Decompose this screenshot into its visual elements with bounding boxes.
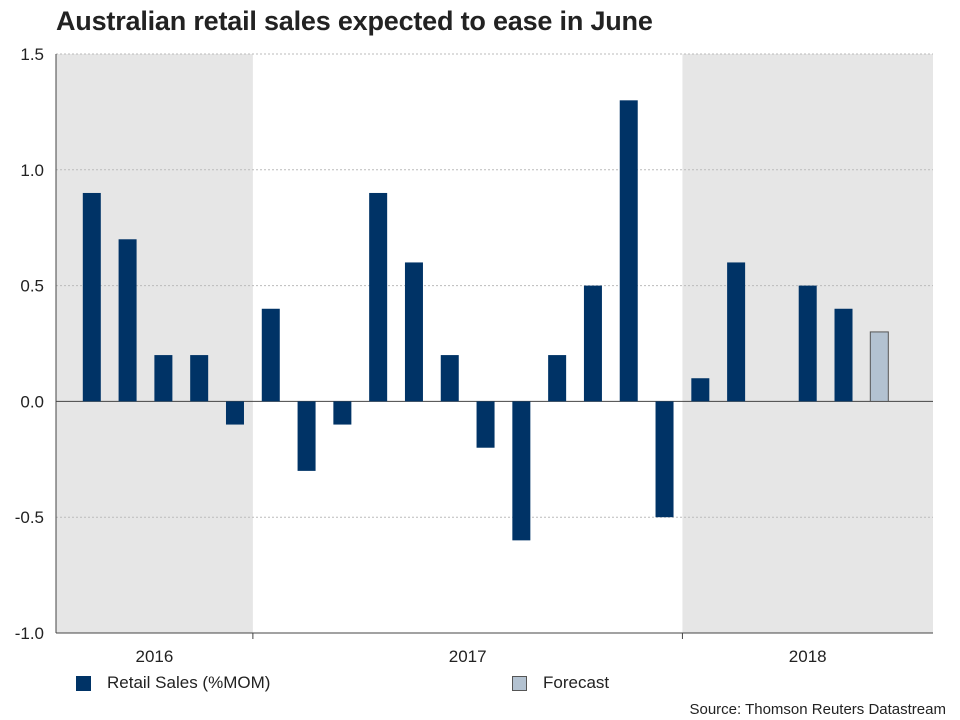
chart-title: Australian retail sales expected to ease… bbox=[56, 6, 653, 36]
bar-retail-sales bbox=[261, 308, 280, 402]
y-tick-label: 1.0 bbox=[20, 161, 44, 180]
y-tick-label: 0.5 bbox=[20, 277, 44, 296]
legend-item-retail-sales: Retail Sales (%MOM) bbox=[76, 673, 270, 693]
x-year-label-2016: 2016 bbox=[136, 647, 174, 666]
bar-retail-sales bbox=[225, 401, 244, 425]
legend-item-forecast: Forecast bbox=[512, 673, 609, 693]
y-tick-label: -1.0 bbox=[15, 624, 44, 643]
bar-retail-sales bbox=[727, 262, 746, 402]
legend-label-retail-sales: Retail Sales (%MOM) bbox=[107, 673, 271, 692]
bar-retail-sales bbox=[154, 355, 173, 402]
bar-retail-sales bbox=[333, 401, 352, 425]
bar-retail-sales bbox=[369, 192, 388, 402]
bar-retail-sales bbox=[440, 355, 459, 402]
legend-swatch-retail-sales bbox=[76, 675, 91, 691]
bar-retail-sales bbox=[118, 239, 137, 402]
bar-retail-sales bbox=[691, 378, 710, 402]
y-tick-label: 1.5 bbox=[20, 45, 44, 64]
bar-retail-sales bbox=[297, 401, 316, 471]
bar-retail-sales bbox=[583, 285, 602, 402]
bar-forecast bbox=[869, 331, 889, 402]
bar-retail-sales bbox=[798, 285, 817, 402]
x-year-label-2017: 2017 bbox=[449, 647, 487, 666]
bar-retail-sales bbox=[82, 192, 101, 402]
source-note: Source: Thomson Reuters Datastream bbox=[689, 701, 946, 718]
y-tick-label: -0.5 bbox=[15, 508, 44, 527]
bar-retail-sales bbox=[655, 401, 674, 518]
bar-retail-sales bbox=[834, 308, 853, 402]
bar-retail-sales bbox=[190, 355, 209, 402]
bar-retail-sales bbox=[548, 355, 567, 402]
legend-swatch-forecast bbox=[512, 675, 527, 691]
x-year-label-2018: 2018 bbox=[789, 647, 827, 666]
y-tick-label: 0.0 bbox=[20, 392, 44, 411]
bar-retail-sales bbox=[619, 100, 638, 402]
bar-retail-sales bbox=[512, 401, 531, 541]
legend-label-forecast: Forecast bbox=[543, 673, 610, 692]
bar-retail-sales bbox=[476, 401, 495, 448]
bar-retail-sales bbox=[404, 262, 423, 402]
